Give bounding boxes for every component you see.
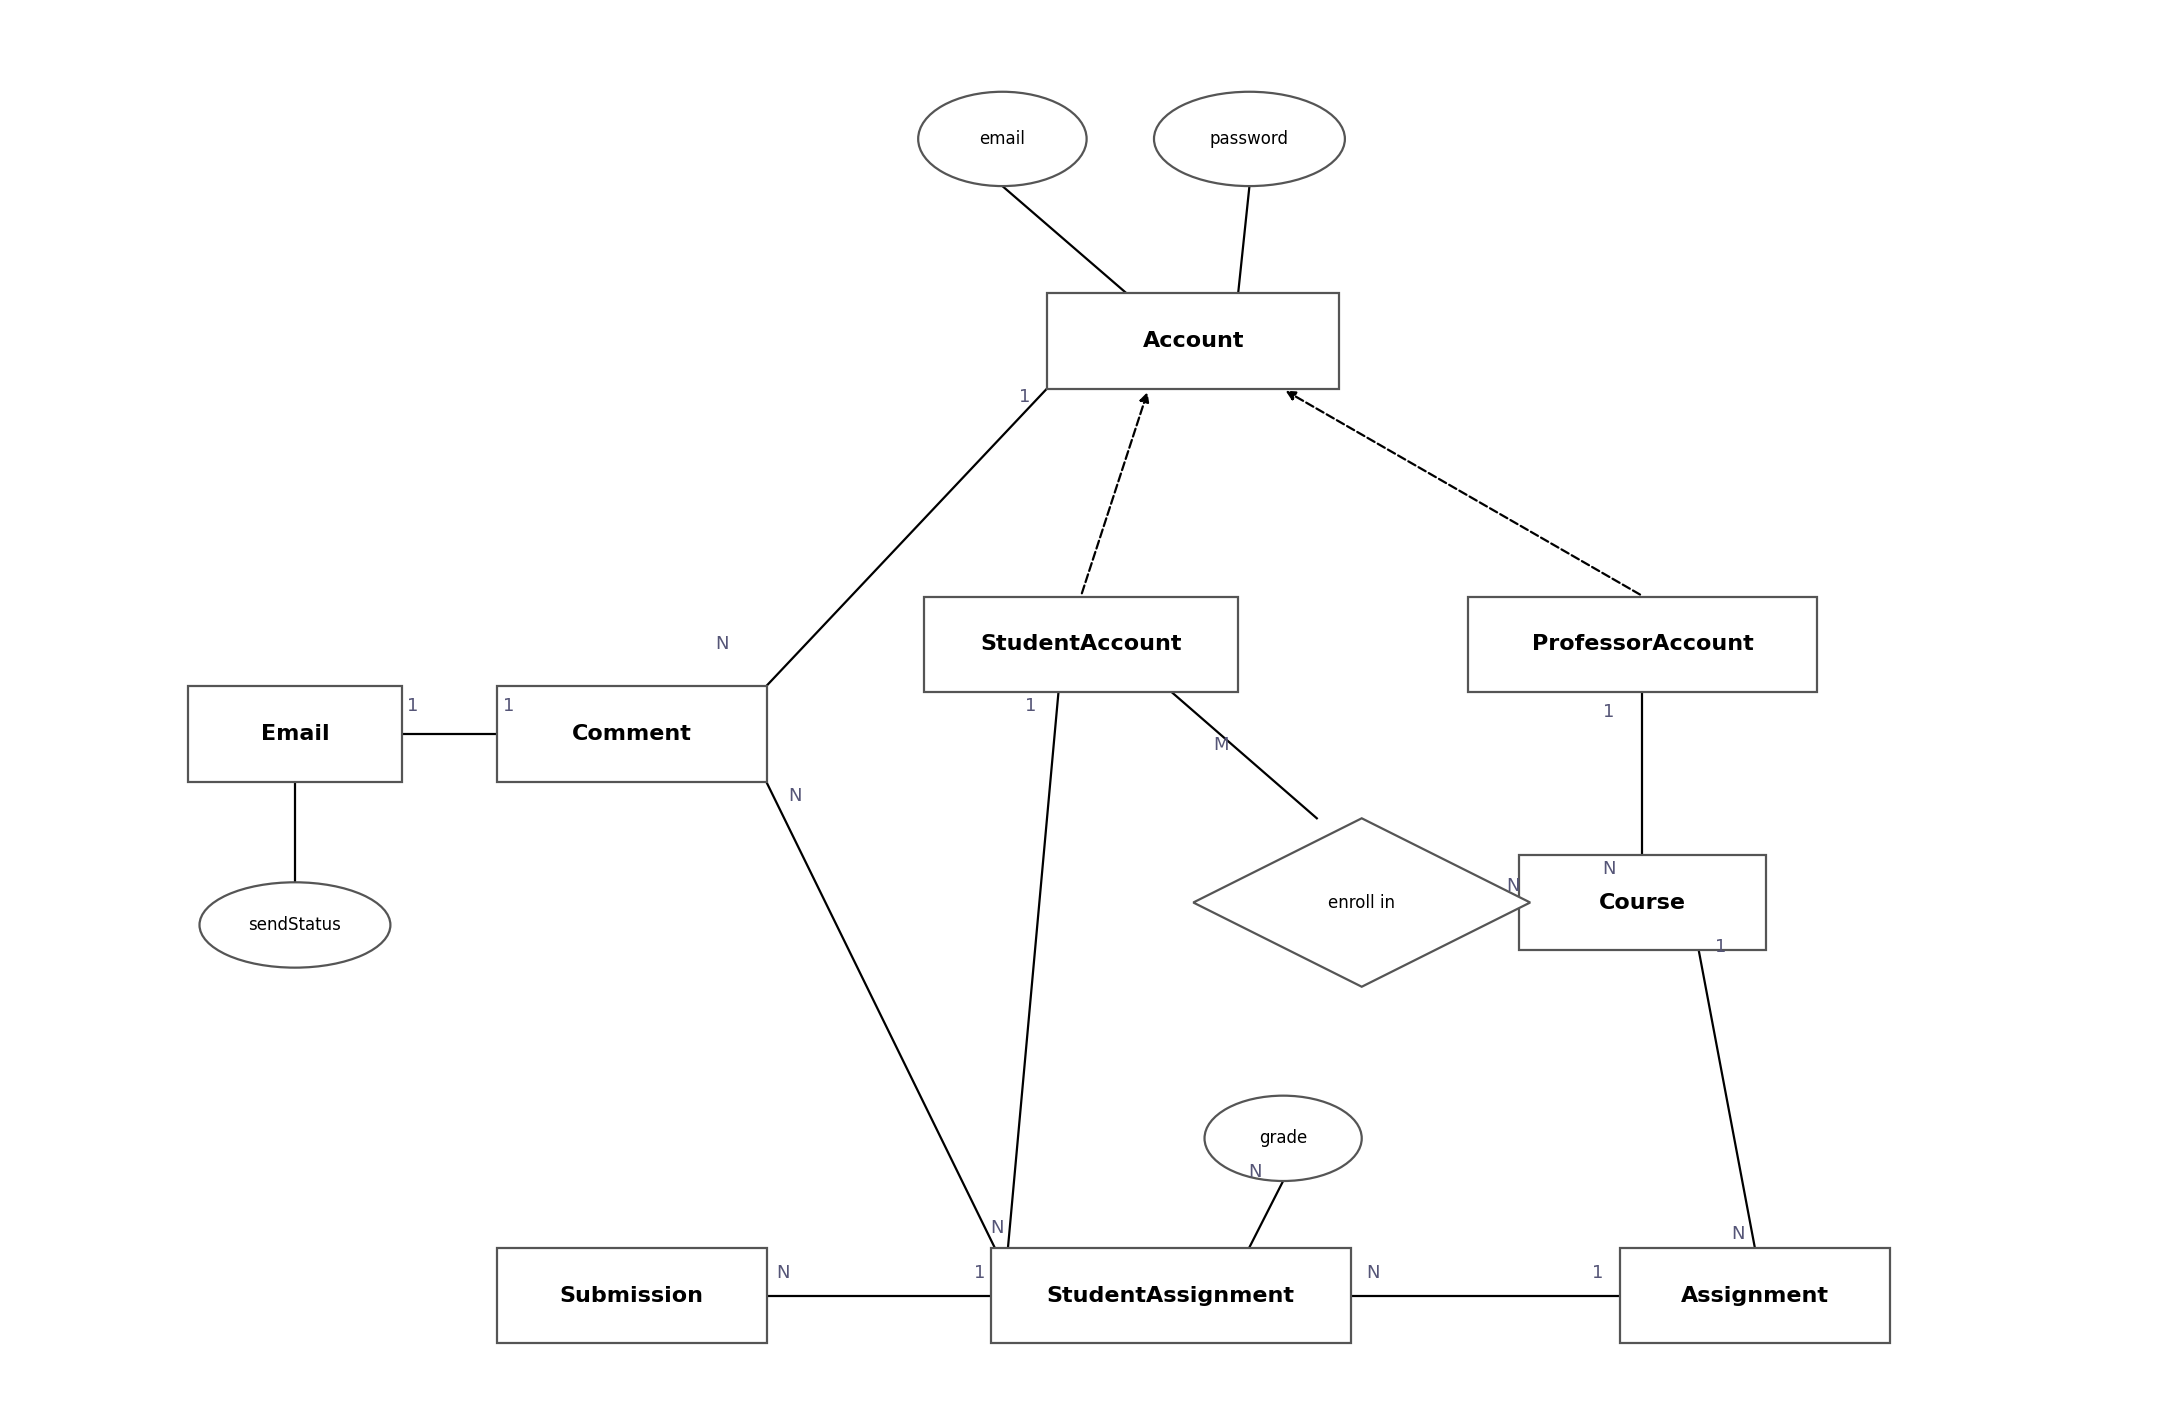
Text: N: N — [1602, 860, 1615, 878]
Text: N: N — [990, 1219, 1003, 1237]
Text: enroll in: enroll in — [1327, 894, 1394, 912]
Text: ProfessorAccount: ProfessorAccount — [1531, 634, 1753, 654]
Text: Assignment: Assignment — [1680, 1285, 1829, 1306]
Text: 1: 1 — [1591, 1264, 1604, 1282]
Text: Comment: Comment — [573, 724, 692, 744]
Text: M: M — [1213, 736, 1230, 754]
Text: 1: 1 — [1025, 698, 1036, 714]
Text: N: N — [716, 635, 729, 654]
Ellipse shape — [1204, 1096, 1362, 1180]
Text: Email: Email — [262, 724, 329, 744]
Text: StudentAssignment: StudentAssignment — [1046, 1285, 1295, 1306]
Text: N: N — [776, 1264, 789, 1282]
Text: 1: 1 — [1714, 939, 1727, 956]
Text: 1: 1 — [502, 698, 515, 714]
Bar — [497, 686, 768, 782]
Text: N: N — [1247, 1163, 1263, 1180]
Text: N: N — [1507, 877, 1520, 895]
Text: sendStatus: sendStatus — [249, 916, 342, 933]
Ellipse shape — [1155, 92, 1345, 186]
Polygon shape — [1193, 819, 1531, 987]
Bar — [497, 1248, 768, 1343]
Text: StudentAccount: StudentAccount — [979, 634, 1183, 654]
Text: N: N — [787, 786, 802, 805]
Bar — [1520, 854, 1766, 950]
Text: email: email — [979, 130, 1025, 148]
Text: Submission: Submission — [560, 1285, 705, 1306]
Text: grade: grade — [1258, 1130, 1308, 1148]
Text: N: N — [1732, 1224, 1745, 1243]
Text: Account: Account — [1142, 330, 1243, 352]
Text: 1: 1 — [975, 1264, 986, 1282]
Text: Course: Course — [1600, 892, 1686, 912]
Bar — [1046, 294, 1338, 388]
Bar — [1619, 1248, 1890, 1343]
Ellipse shape — [199, 882, 391, 967]
Text: password: password — [1211, 130, 1289, 148]
Bar — [923, 596, 1239, 692]
Text: 1: 1 — [406, 698, 419, 714]
Bar — [188, 686, 402, 782]
Bar — [990, 1248, 1351, 1343]
Bar — [1468, 596, 1816, 692]
Text: N: N — [1366, 1264, 1379, 1282]
Text: 1: 1 — [1602, 703, 1615, 720]
Text: 1: 1 — [1018, 388, 1031, 407]
Ellipse shape — [919, 92, 1087, 186]
